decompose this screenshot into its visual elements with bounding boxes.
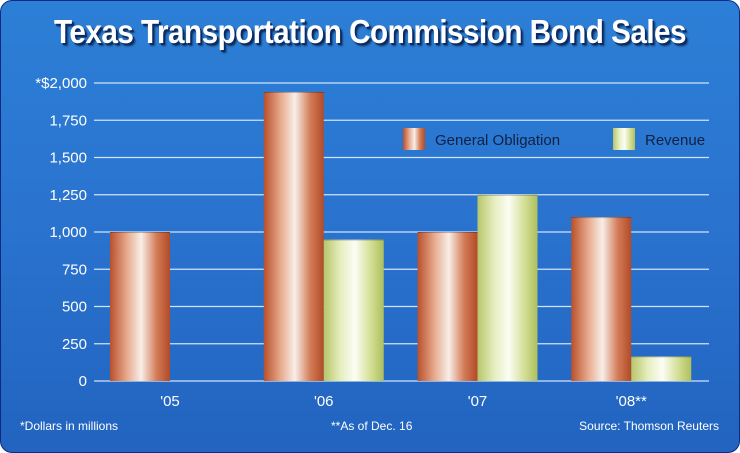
bar-revenue: [631, 356, 692, 381]
legend: General Obligation Revenue: [403, 128, 705, 150]
footnote-source: Source: Thomson Reuters: [579, 419, 719, 433]
legend-swatch-revenue: [613, 128, 635, 150]
y-tick-label: 0: [79, 373, 87, 390]
y-tick-label: 750: [62, 261, 87, 278]
y-tick-label: 250: [62, 336, 87, 353]
bar-general-obligation: [571, 217, 632, 381]
chart-title: Texas Transportation Commission Bond Sal…: [54, 13, 687, 50]
bar-revenue: [477, 194, 538, 381]
bar-general-obligation: [417, 232, 478, 381]
bars: [110, 91, 692, 381]
legend-swatch-general-obligation: [403, 128, 425, 150]
y-tick-label: *$2,000: [35, 75, 87, 92]
y-tick-label: 1,000: [49, 224, 87, 241]
y-tick-label: 1,750: [49, 112, 87, 129]
y-tick-label: 500: [62, 299, 87, 316]
legend-label: Revenue: [645, 132, 705, 149]
footnote-units: *Dollars in millions: [20, 419, 119, 433]
y-tick-label: 1,250: [49, 187, 87, 204]
legend-label: General Obligation: [435, 132, 560, 149]
x-tick-label: '05: [160, 393, 180, 410]
x-tick-label: '06: [314, 393, 334, 410]
x-tick-label: '08**: [616, 393, 647, 410]
y-tick-label: 1,500: [49, 150, 87, 167]
footnote-date: **As of Dec. 16: [331, 419, 413, 433]
bar-revenue: [323, 239, 384, 381]
y-axis-ticks: *$2,000 1,750 1,500 1,250 1,000 750 500 250 0: [35, 75, 87, 390]
x-axis-ticks: '05 '06 '07 '08**: [160, 393, 647, 410]
bar-general-obligation: [263, 91, 324, 381]
bar-general-obligation: [110, 232, 170, 381]
x-tick-label: '07: [468, 393, 488, 410]
